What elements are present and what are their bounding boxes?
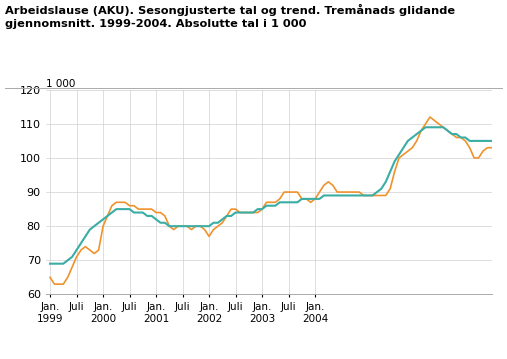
Text: Arbeidslause (AKU). Sesongjusterte tal og trend. Tremånads glidande
gjennomsnitt: Arbeidslause (AKU). Sesongjusterte tal o… (5, 4, 455, 29)
Text: 1 000: 1 000 (46, 79, 75, 89)
